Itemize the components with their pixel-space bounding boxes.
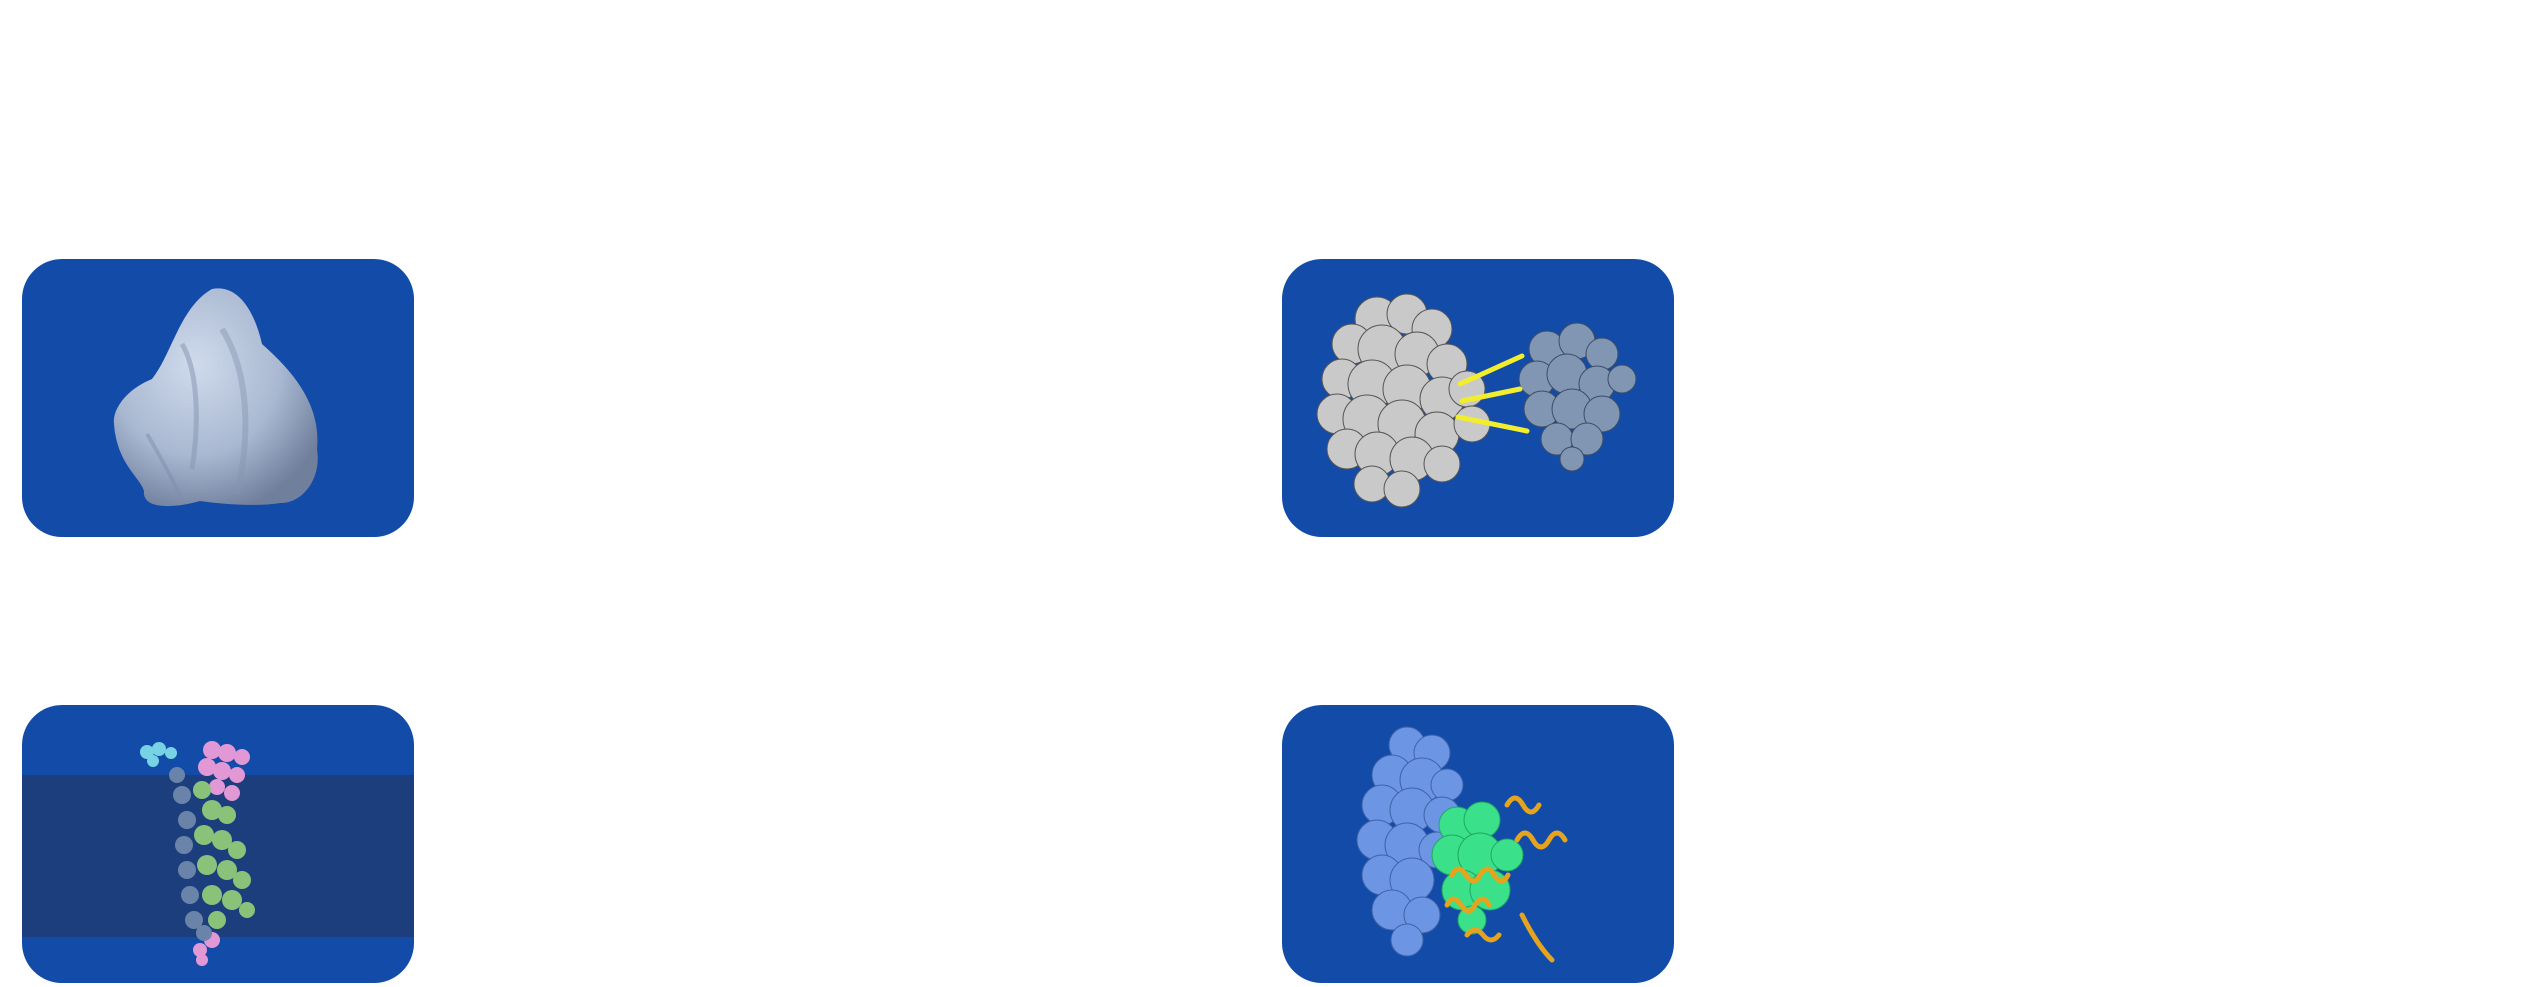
- density-map-icon: [22, 259, 414, 537]
- protein-complex-tile[interactable]: [1282, 705, 1674, 983]
- crosslinked-proteins-icon: [1282, 259, 1674, 537]
- protein-complex-icon: [1282, 705, 1674, 983]
- membrane-protein-icon: [22, 705, 414, 983]
- crosslinked-proteins-tile[interactable]: [1282, 259, 1674, 537]
- density-map-tile[interactable]: [22, 259, 414, 537]
- membrane-protein-tile[interactable]: [22, 705, 414, 983]
